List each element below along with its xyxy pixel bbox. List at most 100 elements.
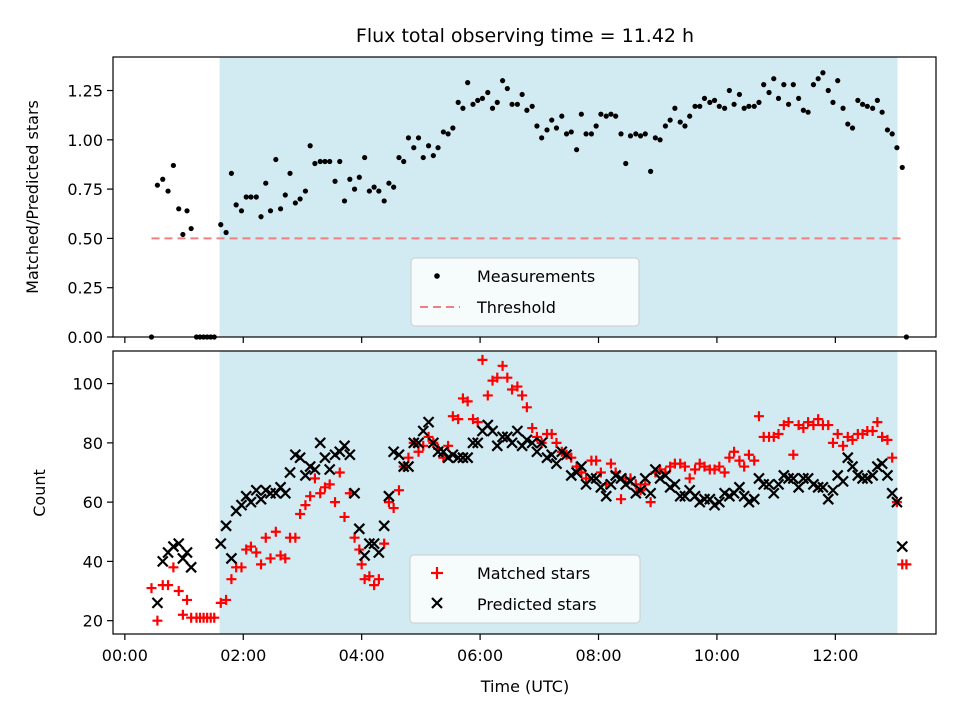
predicted-star-point <box>167 540 180 553</box>
measurement-point <box>332 178 338 184</box>
legend-marker-matched <box>431 567 443 579</box>
measurement-point <box>682 123 688 129</box>
predicted-star-point <box>294 451 306 464</box>
predicted-star-point <box>560 448 573 461</box>
measurement-point <box>711 97 718 103</box>
matched-star-point <box>803 417 814 428</box>
matched-star-point <box>295 508 306 519</box>
measurement-point <box>618 131 624 137</box>
measurement-point <box>756 99 762 105</box>
matched-star-point <box>724 452 735 463</box>
measurement-point <box>810 82 817 88</box>
measurement-point <box>623 160 629 167</box>
predicted-star-point <box>649 463 662 476</box>
figure-title: Flux total observing time = 11.42 h <box>356 25 694 47</box>
predicted-star-point <box>763 478 775 491</box>
measurement-point <box>642 131 648 137</box>
predicted-star-point <box>214 537 227 550</box>
matched-star-point <box>462 396 473 407</box>
predicted-star-point <box>787 472 800 485</box>
measurement-point <box>233 202 239 208</box>
matched-star-point <box>872 417 883 428</box>
measurement-point <box>775 95 782 102</box>
predicted-star-point <box>511 425 524 437</box>
predicted-star-point <box>842 451 854 464</box>
predicted-star-point <box>373 546 385 559</box>
matched-star-point <box>290 532 301 543</box>
top-axes-frame <box>112 56 937 338</box>
measurement-point <box>470 101 476 107</box>
measurement-point <box>248 194 254 200</box>
measurement-point <box>534 123 540 129</box>
measurement-point <box>845 121 851 127</box>
top-panel: 0.00 0.25 0.50 0.75 1.00 1.25 Matched/Predict… <box>23 56 937 347</box>
predicted-star-point <box>250 484 263 497</box>
measurement-point <box>692 103 698 109</box>
predicted-star-point <box>812 481 824 494</box>
matched-star-point <box>808 420 819 431</box>
measurement-point <box>277 206 284 212</box>
predicted-star-point <box>639 472 652 485</box>
predicted-star-point <box>866 469 879 482</box>
measurement-point <box>687 113 693 119</box>
top-y-tick-label: 0.50 <box>67 229 103 248</box>
x-tick-label: 02:00 <box>220 646 266 665</box>
predicted-stars-points <box>151 416 909 609</box>
matched-star-point <box>270 526 281 537</box>
predicted-star-point <box>181 546 193 559</box>
matched-star-point <box>734 455 745 466</box>
matched-star-point <box>182 594 193 605</box>
top-legend: Measurements Threshold <box>410 257 640 327</box>
measurement-point <box>785 101 792 107</box>
measurement-point <box>356 174 362 180</box>
matched-star-point <box>280 553 291 564</box>
matched-star-point <box>521 402 532 413</box>
measurement-point <box>613 113 619 119</box>
matched-star-point <box>684 473 695 484</box>
measurement-point <box>637 133 644 139</box>
measurement-point <box>751 103 757 109</box>
measurement-point <box>707 99 713 105</box>
predicted-star-point <box>891 496 903 508</box>
matched-star-point <box>418 440 429 451</box>
measurement-point <box>731 101 737 107</box>
measurement-point <box>879 109 885 115</box>
measurement-point <box>652 135 658 141</box>
measurement-point <box>549 117 555 123</box>
predicted-star-point <box>323 463 336 476</box>
predicted-star-point <box>461 451 474 464</box>
measurement-point <box>381 198 387 204</box>
matched-star-point <box>251 547 262 558</box>
predicted-star-point <box>837 475 849 488</box>
measurement-point <box>170 162 176 169</box>
predicted-star-point <box>896 540 909 553</box>
measurement-point <box>662 123 669 129</box>
predicted-star-point <box>531 445 543 458</box>
predicted-star-point <box>565 469 578 482</box>
predicted-star-point <box>817 481 829 494</box>
matched-star-point <box>393 485 404 496</box>
measurement-point <box>766 89 772 96</box>
bottom-y-tick-label: 60 <box>83 493 103 512</box>
matched-star-point <box>773 428 784 439</box>
matched-star-point <box>887 452 898 463</box>
measurement-point <box>273 156 279 163</box>
measurement-point <box>820 70 826 76</box>
predicted-star-point <box>506 437 518 449</box>
predicted-star-point <box>861 472 874 485</box>
matched-star-point <box>788 449 799 460</box>
predicted-star-point <box>245 496 257 508</box>
matched-star-point <box>827 437 838 448</box>
predicted-star-point <box>654 472 666 485</box>
matched-star-point <box>679 461 690 472</box>
matched-star-point <box>832 428 843 439</box>
measurement-points <box>148 70 909 340</box>
measurement-point <box>781 82 787 88</box>
legend-label-measurements: Measurements <box>477 267 595 286</box>
matched-star-point <box>551 437 562 448</box>
matched-star-point <box>349 532 360 543</box>
matched-star-point <box>512 381 523 392</box>
predicted-star-point <box>172 537 185 550</box>
measurement-point <box>835 78 841 84</box>
